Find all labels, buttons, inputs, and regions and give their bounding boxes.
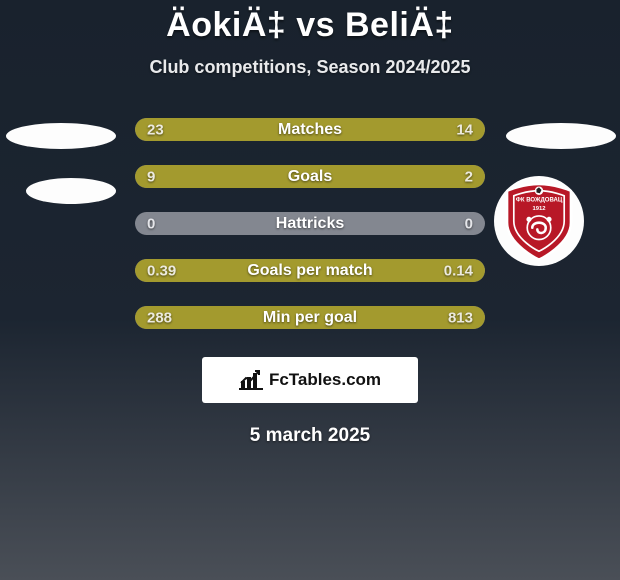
page-subtitle: Club competitions, Season 2024/2025 xyxy=(0,57,620,78)
stat-label: Goals per match xyxy=(247,262,372,280)
stat-label: Hattricks xyxy=(276,215,344,233)
stat-value-left: 9 xyxy=(147,168,155,185)
stat-row: Goals per match 0.39 0.14 xyxy=(135,259,485,282)
stat-label: Goals xyxy=(288,168,332,186)
stat-value-right: 14 xyxy=(456,121,473,138)
stat-value-left: 0 xyxy=(147,215,155,232)
player-right-photo-placeholder xyxy=(506,123,616,149)
stat-value-right: 2 xyxy=(465,168,473,185)
stat-row: Goals 9 2 xyxy=(135,165,485,188)
stat-label: Min per goal xyxy=(263,309,357,327)
stat-value-right: 0 xyxy=(465,215,473,232)
stat-row: Matches 23 14 xyxy=(135,118,485,141)
brand-box[interactable]: FcTables.com xyxy=(202,357,418,403)
comparison-date: 5 march 2025 xyxy=(0,425,620,447)
stat-bar-left-fill xyxy=(135,165,421,188)
stat-bar-right-fill xyxy=(421,165,485,188)
svg-text:ФК ВОЖДОВАЦ: ФК ВОЖДОВАЦ xyxy=(516,198,563,204)
stat-label: Matches xyxy=(278,121,342,139)
page-title: ÄokiÄ‡ vs BeliÄ‡ xyxy=(0,0,620,45)
club-crest-icon: ФК ВОЖДОВАЦ 1912 xyxy=(497,179,581,263)
svg-text:1912: 1912 xyxy=(532,206,546,212)
stat-value-right: 813 xyxy=(448,309,473,326)
player-left-photo-placeholder xyxy=(6,123,116,149)
player-right-club-badge: ФК ВОЖДОВАЦ 1912 xyxy=(494,176,584,266)
stat-value-left: 23 xyxy=(147,121,164,138)
player-left-club-placeholder xyxy=(26,178,116,204)
stat-value-left: 0.39 xyxy=(147,262,176,279)
stat-value-right: 0.14 xyxy=(444,262,473,279)
stat-value-left: 288 xyxy=(147,309,172,326)
stat-row: Hattricks 0 0 xyxy=(135,212,485,235)
stats-bars: Matches 23 14 Goals 9 2 Hattricks 0 0 Goals per m… xyxy=(135,118,485,329)
brand-text: FcTables.com xyxy=(269,370,381,390)
stat-row: Min per goal 288 813 xyxy=(135,306,485,329)
bar-chart-icon xyxy=(239,369,267,391)
